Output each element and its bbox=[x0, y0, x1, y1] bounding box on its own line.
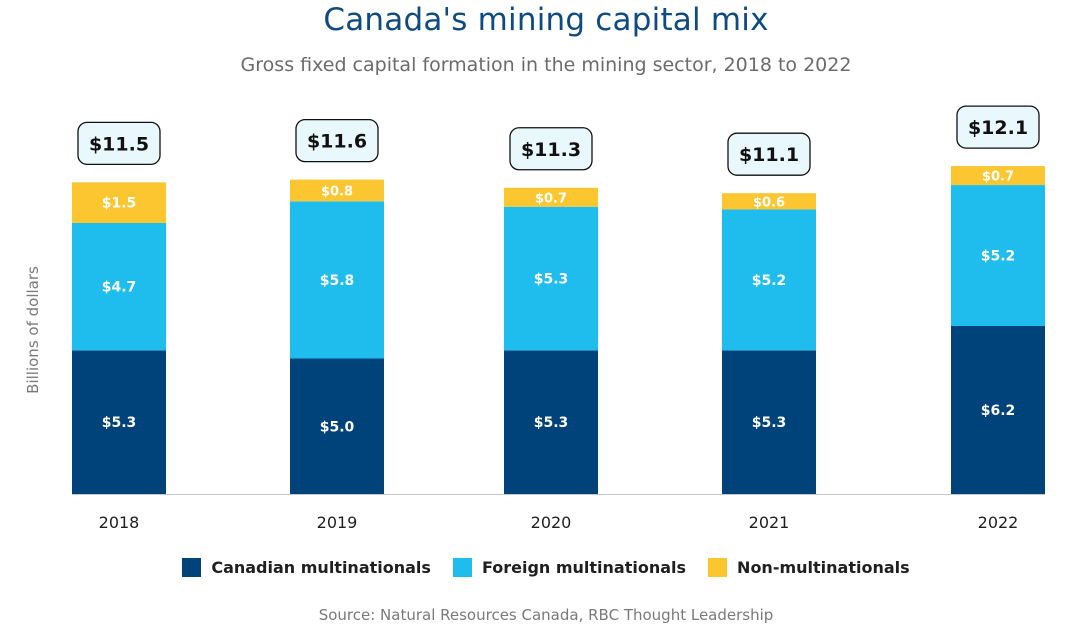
data-label-canadian-2019: $5.0 bbox=[320, 419, 355, 435]
bar-canadian-2022 bbox=[951, 325, 1045, 494]
total-box-2022 bbox=[956, 105, 1040, 149]
x-tick-label-2019: 2019 bbox=[317, 513, 358, 532]
total-box-2019 bbox=[295, 118, 379, 163]
legend-label-foreign: Foreign multinationals bbox=[481, 558, 687, 577]
legend-item-canadian[interactable]: Canadian multinationals bbox=[182, 558, 431, 577]
total-label-2022: $12.1 bbox=[968, 117, 1028, 139]
total-box-2018 bbox=[77, 121, 161, 165]
data-label-canadian-2020: $5.3 bbox=[534, 415, 569, 431]
bar-canadian-2019 bbox=[290, 358, 384, 494]
data-label-canadian-2022: $6.2 bbox=[981, 403, 1016, 419]
bar-non-2019 bbox=[290, 179, 384, 202]
legend: Canadian multinationals Foreign multinat… bbox=[0, 558, 1092, 577]
bar-non-2020 bbox=[504, 187, 598, 207]
x-tick-label-2022: 2022 bbox=[978, 513, 1019, 532]
bar-foreign-2021 bbox=[722, 209, 816, 351]
data-label-foreign-2019: $5.8 bbox=[320, 273, 355, 289]
data-label-foreign-2022: $5.2 bbox=[981, 249, 1016, 265]
chart-title: Canada's mining capital mix bbox=[323, 2, 769, 38]
legend-swatch-foreign bbox=[452, 558, 472, 577]
legend-swatch-non bbox=[708, 558, 728, 577]
chart-subtitle: Gross fixed capital formation in the min… bbox=[240, 54, 852, 76]
total-label-2020: $11.3 bbox=[521, 139, 581, 161]
y-axis-label: Billions of dollars bbox=[24, 266, 42, 394]
source-note: Source: Natural Resources Canada, RBC Th… bbox=[318, 606, 774, 624]
data-label-non-2021: $0.6 bbox=[753, 195, 785, 210]
data-label-non-2022: $0.7 bbox=[982, 170, 1014, 185]
x-tick-label-2020: 2020 bbox=[531, 513, 572, 532]
legend-swatch-canadian bbox=[182, 558, 202, 577]
legend-item-foreign[interactable]: Foreign multinationals bbox=[452, 558, 687, 577]
stacked-bar-chart: Billions of dollars $5.3 $4.7 $1.5 $11.5 2018… bbox=[24, 105, 1045, 532]
total-box-2020 bbox=[509, 127, 593, 171]
total-label-2019: $11.6 bbox=[307, 131, 367, 153]
data-label-non-2020: $0.7 bbox=[535, 191, 567, 206]
x-tick-label-2021: 2021 bbox=[749, 513, 790, 532]
bar-canadian-2021 bbox=[722, 350, 816, 494]
data-label-foreign-2021: $5.2 bbox=[752, 273, 787, 289]
data-label-foreign-2018: $4.7 bbox=[102, 280, 137, 296]
bar-non-2021 bbox=[722, 193, 816, 210]
bar-canadian-2018 bbox=[72, 350, 166, 494]
bar-non-2018 bbox=[72, 182, 166, 223]
bar-canadian-2020 bbox=[504, 350, 598, 494]
data-label-non-2019: $0.8 bbox=[321, 184, 353, 199]
data-label-canadian-2021: $5.3 bbox=[752, 415, 787, 431]
total-label-2018: $11.5 bbox=[89, 133, 149, 155]
bar-foreign-2020 bbox=[504, 206, 598, 351]
total-label-2021: $11.1 bbox=[739, 144, 799, 166]
data-label-foreign-2020: $5.3 bbox=[534, 272, 569, 288]
x-tick-label-2018: 2018 bbox=[99, 513, 140, 532]
data-label-canadian-2018: $5.3 bbox=[102, 415, 137, 431]
bar-foreign-2018 bbox=[72, 223, 166, 351]
legend-label-non: Non-multinationals bbox=[737, 558, 910, 577]
bar-non-2022 bbox=[951, 166, 1045, 186]
legend-item-non[interactable]: Non-multinationals bbox=[708, 558, 910, 577]
bar-foreign-2019 bbox=[290, 201, 384, 359]
legend-label-canadian: Canadian multinationals bbox=[211, 558, 431, 577]
total-box-2021 bbox=[727, 132, 811, 176]
data-label-non-2018: $1.5 bbox=[102, 196, 137, 212]
bar-foreign-2022 bbox=[951, 185, 1045, 326]
